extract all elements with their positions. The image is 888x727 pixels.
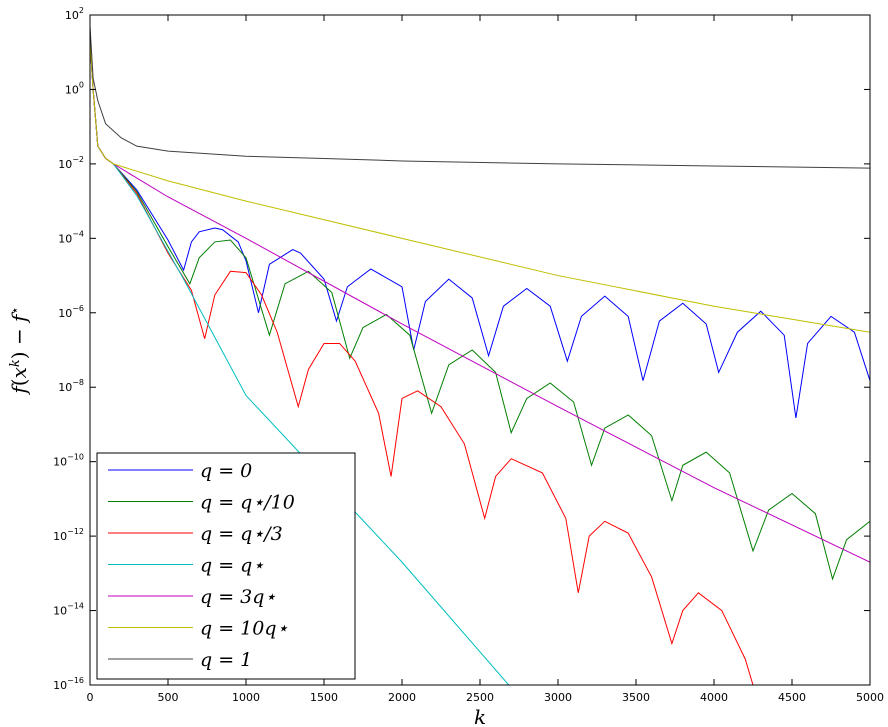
x-tick-label-1: 500 xyxy=(158,691,179,704)
ticks-layer: 0 500 1000 1500 2000 2500 3000 3500 4000 4500 5000… xyxy=(53,6,884,704)
legend-label-1: q = q⋆/10 xyxy=(200,492,295,514)
legend-box xyxy=(96,452,356,680)
legend-label-3: q = q⋆ xyxy=(200,555,264,577)
series-line-0 xyxy=(90,40,870,418)
legend-label-0: q = 0 xyxy=(200,460,252,482)
y-tick-label-4: 10−6 xyxy=(58,304,84,320)
y-label-minus: − xyxy=(7,322,31,351)
x-tick-label-5: 2500 xyxy=(466,691,494,704)
y-tick-label-1: 100 xyxy=(65,80,84,96)
x-tick-label-7: 3500 xyxy=(622,691,650,704)
y-tick-label-0: 102 xyxy=(65,6,84,22)
y-tick-label-6: 10−10 xyxy=(53,453,84,469)
plot-frame xyxy=(89,14,871,686)
y-axis-label: f(xk) − f⋆ xyxy=(7,306,31,395)
x-tick-label-10: 5000 xyxy=(856,691,884,704)
x-tick-label-3: 1500 xyxy=(310,691,338,704)
y-tick-label-5: 10−8 xyxy=(58,378,84,394)
y-label-k: k xyxy=(8,359,23,367)
y-tick-label-2: 10−2 xyxy=(58,155,84,171)
y-label-x: x xyxy=(7,367,31,378)
x-tick-label-9: 4500 xyxy=(778,691,806,704)
legend-label-2: q = q⋆/3 xyxy=(200,523,283,545)
y-label-rparen: ) xyxy=(7,351,31,359)
series-line-1 xyxy=(90,40,870,581)
legend-label-4: q = 3q⋆ xyxy=(200,586,276,608)
x-tick-label-2: 1000 xyxy=(232,691,260,704)
legend-label-6: q = 1 xyxy=(200,649,252,671)
y-label-star: ⋆ xyxy=(8,306,23,314)
series-line-6 xyxy=(90,26,870,169)
series-line-2 xyxy=(90,40,754,685)
x-axis-label: k xyxy=(474,705,486,727)
y-tick-label-8: 10−14 xyxy=(53,602,84,618)
y-tick-label-9: 10−16 xyxy=(53,676,84,692)
y-tick-label-3: 10−4 xyxy=(58,229,84,245)
y-label-lparen: ( xyxy=(7,378,31,386)
legend: q = 0 q = q⋆/10 q = q⋆/3 q = q⋆ q = 3q⋆ q = 1… xyxy=(96,452,356,680)
x-tick-label-6: 3000 xyxy=(544,691,572,704)
legend-label-5: q = 10q⋆ xyxy=(200,618,289,640)
series-layer xyxy=(90,26,870,685)
x-tick-label-8: 4000 xyxy=(700,691,728,704)
series-line-5 xyxy=(90,40,870,333)
y-tick-label-7: 10−12 xyxy=(53,527,84,543)
x-tick-label-4: 2000 xyxy=(388,691,416,704)
x-tick-label-0: 0 xyxy=(87,691,94,704)
